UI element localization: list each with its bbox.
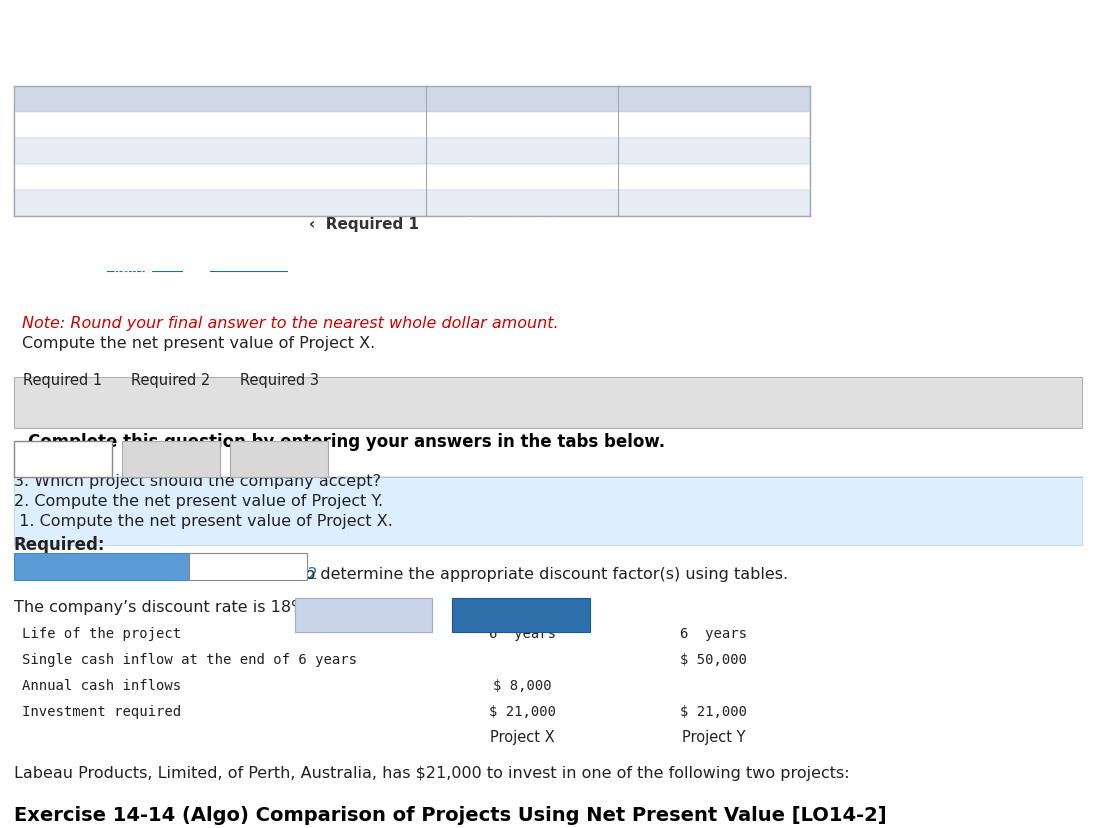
FancyBboxPatch shape [13, 165, 809, 190]
Text: $ 50,000: $ 50,000 [680, 652, 747, 666]
Text: 3. Which project should the company accept?: 3. Which project should the company acce… [13, 474, 380, 489]
FancyBboxPatch shape [13, 139, 809, 165]
FancyBboxPatch shape [13, 113, 809, 139]
Text: Required:: Required: [13, 535, 105, 553]
Text: Complete this question by entering your answers in the tabs below.: Complete this question by entering your … [28, 433, 665, 450]
Text: Exhibit 14B-2: Exhibit 14B-2 [211, 567, 318, 582]
FancyBboxPatch shape [188, 553, 307, 580]
FancyBboxPatch shape [230, 441, 328, 478]
FancyBboxPatch shape [13, 441, 112, 478]
FancyBboxPatch shape [13, 87, 809, 113]
Text: Note: Round your final answer to the nearest whole dollar amount.: Note: Round your final answer to the nea… [21, 315, 559, 330]
Text: Click here to view: Click here to view [13, 567, 162, 582]
FancyBboxPatch shape [13, 378, 1082, 429]
Text: Project X: Project X [489, 729, 554, 744]
FancyBboxPatch shape [13, 553, 188, 580]
Text: and: and [184, 567, 224, 582]
Text: Labeau Products, Limited, of Perth, Australia, has $21,000 to invest in one of t: Labeau Products, Limited, of Perth, Aust… [13, 765, 850, 780]
Text: Single cash inflow at the end of 6 years: Single cash inflow at the end of 6 years [21, 652, 357, 666]
FancyBboxPatch shape [122, 441, 220, 478]
Text: Required 1: Required 1 [23, 373, 103, 388]
Text: 6  years: 6 years [680, 626, 747, 640]
Text: Net present value: Net present value [21, 264, 153, 279]
Text: Life of the project: Life of the project [21, 626, 181, 640]
Text: Annual cash inflows: Annual cash inflows [21, 678, 181, 692]
Text: Required 3: Required 3 [240, 373, 319, 388]
Text: Required 2: Required 2 [132, 373, 211, 388]
Text: $ 8,000: $ 8,000 [493, 678, 552, 692]
Text: Exhibit 14B-1: Exhibit 14B-1 [107, 567, 215, 582]
FancyBboxPatch shape [294, 599, 433, 633]
Text: Compute the net present value of Project X.: Compute the net present value of Project… [21, 335, 375, 350]
Text: 2. Compute the net present value of Project Y.: 2. Compute the net present value of Proj… [13, 493, 382, 508]
Text: $ 21,000: $ 21,000 [488, 704, 555, 718]
Text: 1. Compute the net present value of Project X.: 1. Compute the net present value of Proj… [13, 513, 392, 528]
FancyBboxPatch shape [13, 478, 1082, 545]
Text: Investment required: Investment required [21, 704, 181, 718]
Text: Project Y: Project Y [682, 729, 746, 744]
Text: Exercise 14-14 (Algo) Comparison of Projects Using Net Present Value [LO14-2]: Exercise 14-14 (Algo) Comparison of Proj… [13, 805, 886, 824]
Text: $ 21,000: $ 21,000 [680, 704, 747, 718]
Text: , to determine the appropriate discount factor(s) using tables.: , to determine the appropriate discount … [289, 567, 788, 582]
Text: ‹  Required 1: ‹ Required 1 [309, 216, 418, 231]
Text: 6  years: 6 years [488, 626, 555, 640]
FancyBboxPatch shape [452, 599, 590, 633]
FancyBboxPatch shape [13, 190, 809, 216]
Text: The company’s discount rate is 18%.: The company’s discount rate is 18%. [13, 599, 311, 614]
Text: Required 2  ›: Required 2 › [466, 216, 576, 231]
